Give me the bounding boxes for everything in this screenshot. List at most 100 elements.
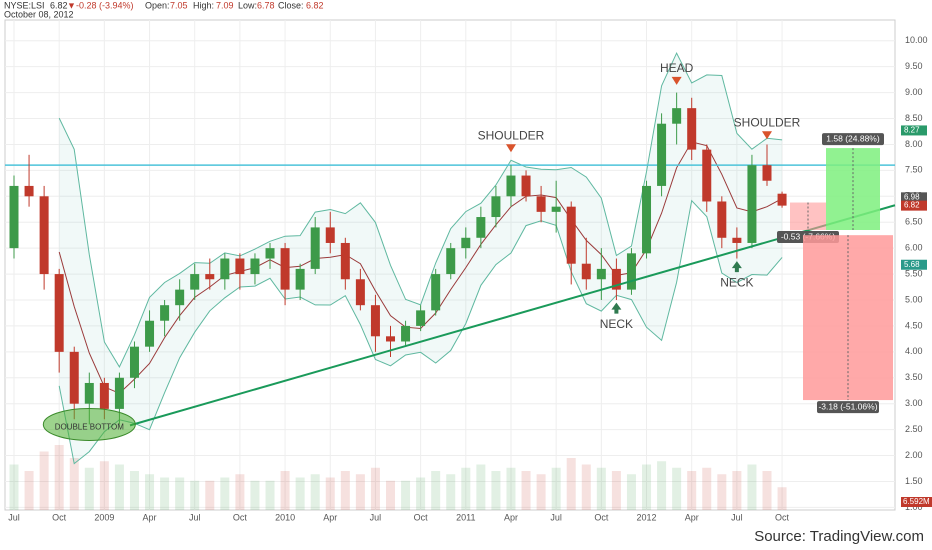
- y-tick-label: 4.50: [905, 320, 923, 330]
- y-tick-label: 2.00: [905, 450, 923, 460]
- volume-bar: [190, 480, 200, 510]
- header-arrow: ▼: [67, 0, 76, 10]
- volume-bar: [536, 474, 546, 510]
- x-tick-label: Oct: [414, 512, 429, 522]
- volume-bar: [84, 467, 94, 510]
- volume-bar: [355, 474, 365, 510]
- header-low-label: Low:: [238, 0, 257, 10]
- candle-body: [205, 274, 215, 280]
- volume-bar: [566, 458, 576, 510]
- volume-bar: [642, 464, 652, 510]
- volume-bar: [310, 474, 320, 510]
- volume-bar: [521, 471, 531, 510]
- price-tag-label: 6.82: [904, 201, 920, 210]
- candle-body: [521, 175, 531, 197]
- price-tag: [901, 259, 927, 270]
- volume-bar: [250, 480, 260, 510]
- candle-body: [747, 165, 757, 243]
- x-tick-label: 2011: [456, 512, 475, 522]
- volume-bar: [54, 445, 64, 510]
- candle-body: [145, 320, 155, 347]
- arrow-down: [671, 76, 682, 85]
- candle-body: [702, 149, 712, 202]
- candle-body: [626, 253, 636, 290]
- candle-body: [325, 227, 335, 243]
- header-low: 6.78: [257, 0, 275, 10]
- candle-body: [491, 196, 501, 218]
- volume-bar: [777, 487, 787, 510]
- x-tick-label: 2012: [637, 512, 657, 522]
- volume-bar: [611, 471, 621, 510]
- x-tick-label: Oct: [775, 512, 790, 522]
- candle-body: [99, 382, 109, 409]
- x-tick-label: 2010: [275, 512, 295, 522]
- arrow-up: [611, 302, 622, 314]
- measure-label: 1.58 (24.88%): [826, 133, 880, 143]
- header-last: 6.82: [50, 0, 68, 10]
- candle-body: [160, 305, 170, 321]
- arrow-down: [762, 131, 772, 140]
- price-tag: [901, 192, 927, 203]
- volume-bar: [476, 464, 486, 510]
- annotation: NECK: [600, 317, 633, 331]
- candle-body: [24, 185, 34, 197]
- candle-body: [536, 196, 546, 212]
- volume-bar: [672, 467, 682, 510]
- volume-bar: [431, 471, 441, 510]
- x-tick-label: Jul: [370, 512, 382, 522]
- volume-bar: [39, 451, 49, 510]
- volume-bar: [340, 471, 350, 510]
- candle-body: [611, 268, 621, 290]
- candle-body: [69, 351, 79, 404]
- volume-bar: [702, 467, 712, 510]
- volume-bar: [626, 474, 636, 510]
- band-lower: [58, 199, 783, 465]
- volume-bar: [370, 467, 380, 510]
- volume-bar: [386, 480, 395, 510]
- y-tick-label: 6.50: [905, 217, 923, 227]
- arrow-up: [731, 261, 742, 273]
- candle-body: [295, 268, 305, 290]
- candle-body: [235, 258, 245, 275]
- x-tick-label: Apr: [143, 512, 157, 522]
- volume-bar: [295, 477, 305, 510]
- candle-body: [431, 274, 441, 311]
- volume-bar: [220, 477, 230, 510]
- x-tick-label: Apr: [504, 512, 518, 522]
- volume-bar: [687, 471, 697, 510]
- candle-body: [265, 248, 275, 259]
- y-tick-label: 9.00: [905, 87, 923, 97]
- y-tick-label: 10.00: [905, 35, 928, 45]
- candle-body: [581, 263, 591, 280]
- candle-body: [642, 185, 652, 254]
- x-tick-label: Jul: [550, 512, 562, 522]
- trendline: [129, 204, 896, 427]
- candle-body: [190, 274, 200, 290]
- y-tick-label: 4.00: [905, 346, 923, 356]
- candle-body: [175, 289, 185, 306]
- header-date: October 08, 2012: [4, 9, 74, 19]
- candle-body: [370, 305, 380, 337]
- price-tag-label: 6.98: [904, 192, 920, 201]
- x-tick-label: Jul: [189, 512, 201, 522]
- candle-body: [717, 201, 727, 238]
- candle-body: [461, 237, 471, 249]
- annotation: HEAD: [660, 61, 694, 75]
- x-tick-label: Jul: [731, 512, 743, 522]
- candle-body: [250, 258, 260, 275]
- volume-bar: [446, 474, 456, 510]
- candle-body: [777, 193, 787, 206]
- candle-body: [114, 377, 124, 409]
- candle-body: [416, 310, 426, 326]
- volume-bar: [747, 464, 757, 510]
- y-tick-label: 5.00: [905, 294, 923, 304]
- volume-bar: [506, 467, 516, 510]
- price-tag-label: 8.27: [904, 126, 920, 135]
- x-tick-label: Apr: [323, 512, 337, 522]
- x-tick-label: 2009: [94, 512, 114, 522]
- volume-bar: [265, 480, 275, 510]
- volume-tag: [901, 497, 932, 507]
- volume-bar: [657, 461, 667, 510]
- volume-bar: [69, 458, 79, 510]
